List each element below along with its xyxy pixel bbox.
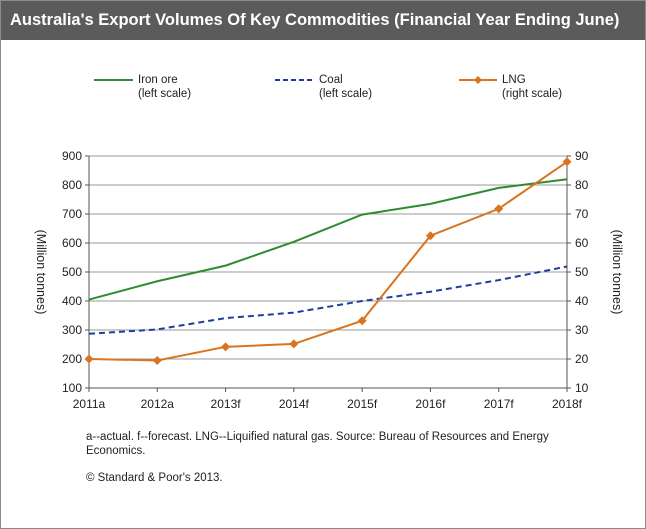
y-tick-label-left: 800 bbox=[62, 178, 82, 192]
y-tick-label-right: 20 bbox=[575, 352, 589, 366]
lng-point bbox=[357, 316, 367, 326]
y-tick-label-left: 100 bbox=[62, 381, 82, 395]
series-line-iron-ore bbox=[88, 178, 568, 301]
x-tick-label: 2018f bbox=[552, 397, 583, 411]
lng-point bbox=[494, 204, 504, 214]
y-tick-label-right: 10 bbox=[575, 381, 589, 395]
y-tick-label-left: 900 bbox=[62, 149, 82, 163]
x-tick-label: 2014f bbox=[279, 397, 310, 411]
lng-point bbox=[562, 157, 572, 167]
y-axis-title-left: (Million tonnes) bbox=[34, 230, 48, 315]
lng-point bbox=[221, 342, 231, 352]
lng-point bbox=[289, 339, 299, 349]
x-tick-label: 2017f bbox=[484, 397, 515, 411]
lng-point bbox=[84, 354, 94, 364]
y-tick-label-right: 90 bbox=[575, 149, 589, 163]
y-tick-label-right: 30 bbox=[575, 323, 589, 337]
y-tick-label-left: 700 bbox=[62, 207, 82, 221]
x-tick-label: 2016f bbox=[415, 397, 446, 411]
y-tick-label-right: 40 bbox=[575, 294, 589, 308]
lng-point bbox=[152, 355, 162, 365]
legend-sublabel-lng: (right scale) bbox=[502, 88, 562, 100]
y-tick-label-left: 300 bbox=[62, 323, 82, 337]
x-tick-label: 2013f bbox=[211, 397, 242, 411]
legend-sublabel-coal: (left scale) bbox=[319, 88, 372, 100]
y-axis-title-right: (Million tonnes) bbox=[610, 230, 624, 315]
x-tick-label: 2011a bbox=[73, 397, 106, 411]
x-tick-label: 2015f bbox=[347, 397, 378, 411]
x-tick-label: 2012a bbox=[141, 397, 175, 411]
legend-marker-lng bbox=[474, 76, 482, 84]
series-line-lng bbox=[88, 160, 568, 362]
legend-label-coal: Coal bbox=[319, 74, 343, 86]
y-tick-label-left: 400 bbox=[62, 294, 82, 308]
legend-label-iron-ore: Iron ore bbox=[138, 74, 178, 86]
y-tick-label-left: 600 bbox=[62, 236, 82, 250]
plot-area: 100 10 200 20 300 30 400 40 500 50 600 60 700 70 800 80… bbox=[34, 149, 624, 411]
chart-title: Australia's Export Volumes Of Key Commod… bbox=[1, 1, 645, 40]
copyright: © Standard & Poor's 2013. bbox=[86, 472, 223, 484]
y-tick-label-right: 80 bbox=[575, 178, 589, 192]
y-tick-label-right: 70 bbox=[575, 207, 589, 221]
y-tick-label-left: 200 bbox=[62, 352, 82, 366]
series-line-coal bbox=[88, 265, 568, 335]
source-note: a--actual. f--forecast. LNG--Liquified n… bbox=[86, 431, 549, 457]
line-chart: Iron ore (left scale) Coal (left scale) … bbox=[34, 74, 624, 411]
y-tick-label-left: 500 bbox=[62, 265, 82, 279]
y-tick-label-right: 60 bbox=[575, 236, 589, 250]
lng-point bbox=[425, 231, 435, 241]
y-tick-label-right: 50 bbox=[575, 265, 589, 279]
legend-label-lng: LNG bbox=[502, 74, 526, 86]
legend: Iron ore (left scale) Coal (left scale) … bbox=[94, 74, 562, 100]
legend-sublabel-iron-ore: (left scale) bbox=[138, 88, 191, 100]
